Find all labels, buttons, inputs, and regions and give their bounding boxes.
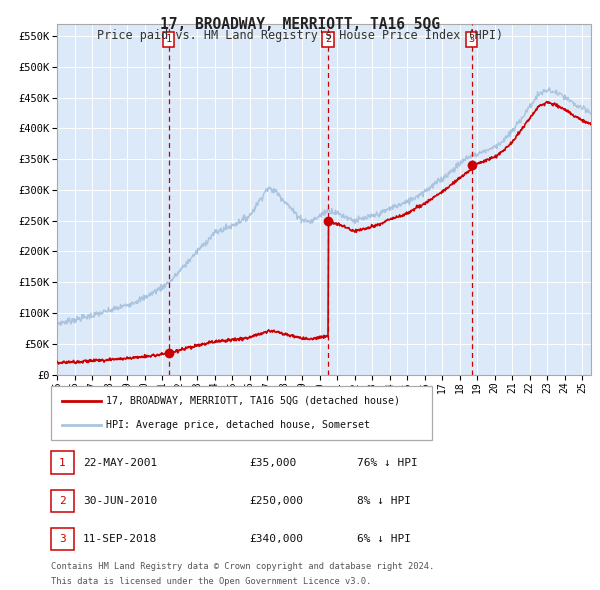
Text: £340,000: £340,000 [249, 535, 303, 544]
Text: 8% ↓ HPI: 8% ↓ HPI [357, 496, 411, 506]
Text: 30-JUN-2010: 30-JUN-2010 [83, 496, 157, 506]
Text: Price paid vs. HM Land Registry's House Price Index (HPI): Price paid vs. HM Land Registry's House … [97, 30, 503, 42]
Text: £35,000: £35,000 [249, 458, 296, 467]
Text: 1: 1 [59, 458, 66, 467]
Text: 22-MAY-2001: 22-MAY-2001 [83, 458, 157, 467]
Text: 3: 3 [59, 535, 66, 544]
Text: 76% ↓ HPI: 76% ↓ HPI [357, 458, 418, 467]
Text: 6% ↓ HPI: 6% ↓ HPI [357, 535, 411, 544]
Text: 11-SEP-2018: 11-SEP-2018 [83, 535, 157, 544]
Text: 17, BROADWAY, MERRIOTT, TA16 5QG: 17, BROADWAY, MERRIOTT, TA16 5QG [160, 17, 440, 31]
Text: 1: 1 [166, 34, 172, 44]
Text: This data is licensed under the Open Government Licence v3.0.: This data is licensed under the Open Gov… [51, 577, 371, 586]
Text: 3: 3 [469, 34, 475, 44]
Text: 17, BROADWAY, MERRIOTT, TA16 5QG (detached house): 17, BROADWAY, MERRIOTT, TA16 5QG (detach… [106, 396, 400, 406]
Text: £250,000: £250,000 [249, 496, 303, 506]
Text: 2: 2 [325, 34, 331, 44]
Text: HPI: Average price, detached house, Somerset: HPI: Average price, detached house, Some… [106, 420, 370, 430]
Text: Contains HM Land Registry data © Crown copyright and database right 2024.: Contains HM Land Registry data © Crown c… [51, 562, 434, 571]
Text: 2: 2 [59, 496, 66, 506]
